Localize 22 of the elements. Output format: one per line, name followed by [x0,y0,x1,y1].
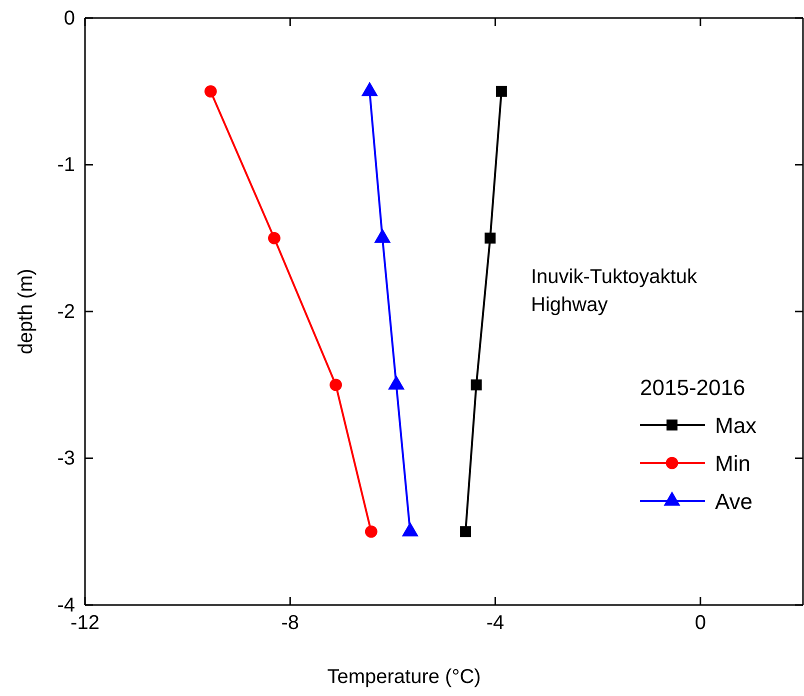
legend-title: 2015-2016 [640,375,746,400]
point [268,232,280,244]
annotation: Inuvik-Tuktoyaktuk Highway [531,266,698,316]
y-tick-label: 0 [64,7,75,30]
x-axis-title: Temperature (°C) [327,666,481,688]
x-tick-label: -8 [281,612,300,634]
x-tick-label: 0 [694,612,706,634]
y-tick-label: -3 [57,448,75,470]
legend-label: Ave [715,489,753,514]
point [496,86,507,97]
legend-label: Max [715,413,757,438]
y-tick-label: -1 [57,154,75,176]
y-axis-title: depth (m) [15,268,37,354]
x-tick-label: -4 [486,612,504,634]
point [204,85,217,98]
point [484,232,496,244]
point [330,378,342,392]
legend-label: Min [715,451,750,476]
point [364,525,378,538]
point [460,526,472,538]
point [470,379,482,390]
y-tick-label: -2 [57,300,75,323]
